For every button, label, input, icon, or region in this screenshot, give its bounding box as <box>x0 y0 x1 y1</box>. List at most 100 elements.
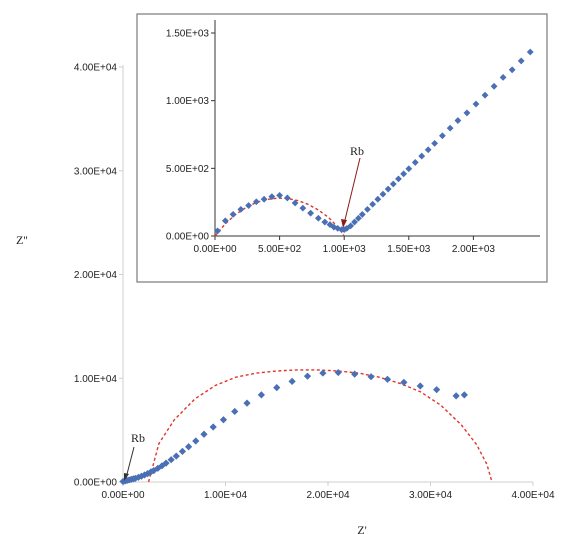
inset-data-point <box>446 124 454 132</box>
inset-rb-arrowhead <box>341 219 347 228</box>
inset-data-point <box>321 218 329 226</box>
inset-data-point <box>283 194 291 202</box>
main-y-tick-label: 4.00E+04 <box>74 63 118 74</box>
main-rb-arrowhead <box>124 473 129 481</box>
main-data-point <box>452 392 460 400</box>
inset-data-point <box>229 211 237 218</box>
inset-y-tick-label: 1.50E+03 <box>166 29 210 40</box>
main-data-point <box>167 456 175 464</box>
inset-x-tick-label: 0.00E+00 <box>193 244 237 255</box>
main-data-point <box>150 466 158 475</box>
main-y-tick-label: 1.00E+04 <box>74 374 118 385</box>
inset-data-point <box>400 170 408 178</box>
inset-data-point <box>438 132 446 140</box>
inset-x-tick-label: 1.50E+03 <box>387 244 431 255</box>
inset-data-point <box>299 204 307 212</box>
main-data-point <box>273 383 281 392</box>
inset-fit-curve <box>214 197 345 237</box>
main-x-axis-label: Z' <box>357 523 367 534</box>
main-data-point <box>178 447 187 455</box>
main-data-point <box>192 437 200 445</box>
main-data-point <box>433 386 441 394</box>
inset-y-tick-label: 5.00E+02 <box>166 164 210 175</box>
inset-data-point <box>252 198 260 206</box>
main-data-point <box>162 459 170 467</box>
inset-data-point <box>499 74 507 81</box>
inset-data-point <box>369 200 377 208</box>
inset-data-point <box>431 139 439 147</box>
inset-data-point <box>314 214 322 222</box>
inset-data-point <box>508 66 516 74</box>
inset-data-point <box>307 209 315 217</box>
inset-data-point <box>463 109 471 117</box>
inset-x-tick-label: 1.00E+03 <box>323 244 367 255</box>
inset-data-point <box>334 224 342 232</box>
main-y-tick-label: 0.00E+00 <box>74 478 118 489</box>
inset-data-point <box>237 205 245 213</box>
inset-data-point <box>291 199 299 207</box>
main-data-point <box>383 375 392 383</box>
main-x-tick-label: 4.00E+04 <box>511 490 555 501</box>
inset-data-point <box>358 211 366 218</box>
main-y-tick-label: 2.00E+04 <box>74 270 118 281</box>
main-data-point <box>303 372 312 380</box>
main-data-point <box>243 399 251 407</box>
main-y-axis-label: Z'' <box>16 233 28 247</box>
main-data-point <box>200 430 208 438</box>
main-data-point <box>219 416 228 424</box>
inset-data-point <box>517 57 525 65</box>
inset-data-point <box>454 117 462 124</box>
inset-rb-arrow <box>343 157 361 225</box>
inset-data-point <box>424 146 432 154</box>
main-x-tick-label: 3.00E+04 <box>409 490 453 501</box>
inset-x-tick-label: 5.00E+02 <box>258 244 302 255</box>
inset-frame <box>136 13 548 283</box>
inset-data-point <box>395 175 402 183</box>
inset-data-point <box>260 195 268 203</box>
main-data-point <box>288 377 296 385</box>
inset-data-point <box>355 214 362 222</box>
inset-x-tick-label: 2.00E+03 <box>452 244 496 255</box>
main-data-point <box>334 368 342 377</box>
inset-data-point <box>214 227 221 235</box>
main-data-point <box>416 382 424 390</box>
main-x-tick-label: 2.00E+04 <box>306 490 350 501</box>
main-fit-curve <box>147 369 493 483</box>
inset-data-point <box>405 165 413 173</box>
inset-data-point <box>389 180 397 188</box>
inset-data-point <box>347 222 355 230</box>
main-x-tick-label: 1.00E+04 <box>204 490 248 501</box>
inset-data-point <box>343 224 351 232</box>
inset-y-tick-label: 1.00E+03 <box>166 96 210 107</box>
inset-y-tick-label: 0.00E+00 <box>166 232 210 243</box>
main-data-point <box>400 378 408 386</box>
inset-data-point <box>472 100 480 108</box>
main-data-point <box>131 474 139 482</box>
main-data-point <box>231 407 239 416</box>
inset-data-point <box>384 185 392 193</box>
main-data-point <box>460 391 468 399</box>
inset-data-point <box>351 218 358 226</box>
inset-data-point <box>490 82 498 90</box>
inset-data-point <box>268 193 276 201</box>
main-data-point <box>172 452 180 460</box>
inset-data-point <box>411 159 419 166</box>
main-data-point <box>351 370 359 378</box>
inset-data-point <box>379 190 387 198</box>
main-rb-label: Rb <box>131 431 145 445</box>
main-data-point <box>319 369 327 377</box>
main-data-point <box>209 423 217 431</box>
inset-data-point <box>364 205 371 213</box>
inset-rb-label: Rb <box>350 144 364 158</box>
main-rb-arrow <box>125 446 135 479</box>
main-data-point <box>367 373 375 381</box>
main-data-point <box>185 443 193 451</box>
inset-data-point <box>221 217 229 225</box>
main-plot: 0.00E+00 1.00E+04 2.00E+04 3.00E+04 4.00E+04… <box>16 63 555 534</box>
inset-data-point <box>374 195 382 203</box>
inset-data-point <box>418 152 426 160</box>
main-x-tick-label: 0.00E+00 <box>101 490 145 501</box>
inset-data-point <box>276 192 283 199</box>
main-data-point <box>257 391 265 399</box>
